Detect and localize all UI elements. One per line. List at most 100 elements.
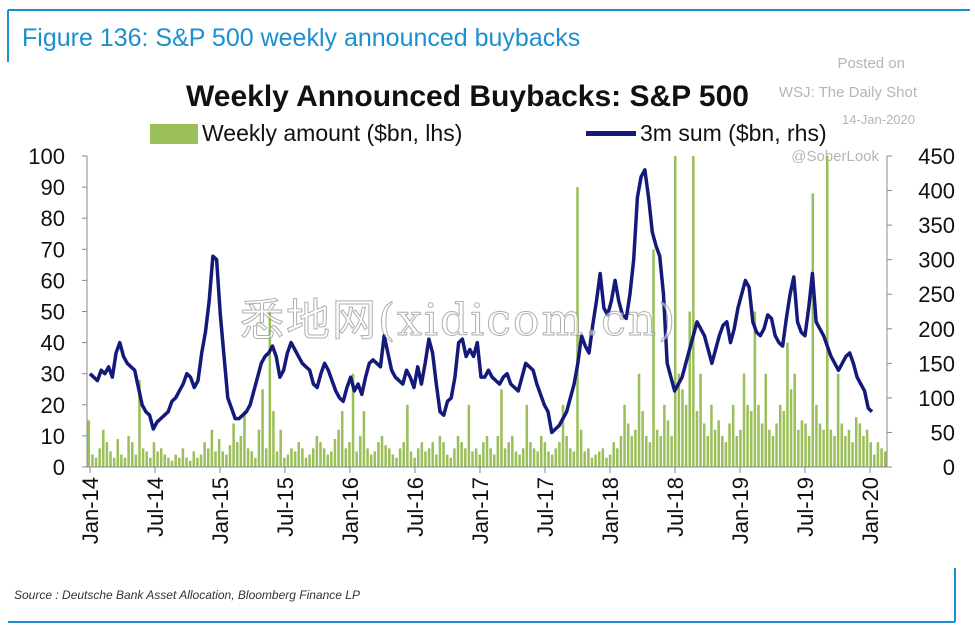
bar-weekly-amount — [547, 451, 550, 467]
bar-weekly-amount — [811, 193, 815, 467]
bar-weekly-amount — [373, 451, 377, 467]
bar-weekly-amount — [474, 448, 478, 467]
x-tick-label: Jan-15 — [208, 477, 233, 544]
left-tick-label: 60 — [41, 268, 65, 293]
left-tick-label: 10 — [41, 424, 65, 449]
bar-weekly-amount — [749, 411, 753, 467]
bar-weekly-amount — [366, 448, 369, 467]
bar-weekly-amount — [174, 454, 177, 467]
left-tick-label: 50 — [41, 300, 65, 325]
bar-weekly-amount — [311, 448, 315, 467]
bar-weekly-amount — [207, 448, 210, 467]
bar-weekly-amount — [648, 442, 652, 467]
legend-3m-sum: 3m sum ($bn, rhs) — [586, 120, 827, 147]
bar-weekly-amount — [641, 411, 644, 467]
bar-weekly-amount — [384, 445, 387, 467]
bar-weekly-amount — [655, 429, 659, 467]
bar-weekly-amount — [315, 435, 319, 467]
bar-weekly-amount — [427, 448, 431, 467]
bar-weekly-amount — [663, 404, 666, 467]
right-tick-label: 200 — [918, 317, 955, 342]
bar-weekly-amount — [239, 435, 243, 467]
bar-weekly-amount — [203, 442, 206, 467]
bar-weekly-amount — [865, 429, 869, 467]
right-tick-label: 450 — [918, 144, 955, 169]
bar-weekly-amount — [438, 435, 442, 467]
bar-weekly-amount — [395, 457, 398, 467]
x-tick-label: Jul-16 — [403, 477, 428, 537]
watermark-line4: @SoberLook — [791, 148, 879, 165]
line-3m-sum — [88, 168, 874, 435]
bar-weekly-amount — [753, 311, 757, 467]
bar-weekly-amount — [159, 448, 163, 467]
x-tick-label: Jan-14 — [78, 477, 103, 544]
bar-weekly-amount — [623, 404, 626, 467]
bar-weekly-amount — [673, 156, 677, 467]
bar-weekly-amount — [764, 373, 767, 467]
bar-weekly-amount — [554, 448, 558, 467]
bar-weekly-amount — [869, 442, 872, 467]
bar-weekly-amount — [337, 429, 340, 467]
bar-weekly-amount — [507, 442, 510, 467]
bar-weekly-amount — [514, 451, 518, 467]
bar-weekly-amount — [264, 448, 268, 467]
bar-weekly-amount — [608, 454, 612, 467]
figure-title: Figure 136: S&P 500 weekly announced buy… — [22, 24, 581, 52]
bar-weekly-amount — [167, 457, 170, 467]
bar-weekly-amount — [391, 454, 395, 467]
bar-weekly-amount — [670, 435, 673, 467]
watermark-line3: 14-Jan-2020 — [842, 112, 915, 127]
left-tick-label: 100 — [28, 144, 65, 169]
bar-weekly-amount — [471, 451, 474, 467]
bar-weekly-amount — [485, 435, 489, 467]
bar-weekly-amount — [138, 379, 141, 467]
left-tick-label: 40 — [41, 331, 65, 356]
bar-weekly-amount — [297, 442, 301, 467]
bar-weekly-amount — [576, 187, 579, 467]
bar-weekly-amount — [319, 442, 322, 467]
bar-weekly-amount — [666, 420, 670, 467]
bar-weekly-amount — [268, 311, 272, 467]
bar-weekly-amount — [377, 442, 380, 467]
watermark-line2: WSJ: The Daily Shot — [778, 84, 917, 101]
bar-weekly-amount — [489, 448, 492, 467]
bar-weekly-amount — [518, 454, 521, 467]
bar-weekly-amount — [127, 435, 130, 467]
x-tick-label: Jul-18 — [663, 477, 688, 537]
bar-weekly-amount — [232, 423, 235, 467]
bar-weekly-amount — [120, 454, 123, 467]
bar-weekly-amount — [228, 445, 232, 467]
bar-weekly-amount — [134, 454, 138, 467]
bar-weekly-amount — [351, 373, 355, 467]
bar-weekly-amount — [634, 429, 637, 467]
bar-weekly-amount — [862, 435, 865, 467]
left-tick-label: 0 — [53, 455, 65, 480]
bar-weekly-amount — [677, 373, 681, 467]
bar-weekly-amount — [511, 435, 514, 467]
bar-weekly-amount — [540, 435, 543, 467]
x-tick-label: Jan-17 — [468, 477, 493, 544]
bar-weekly-amount — [196, 457, 199, 467]
bar-weekly-amount — [616, 448, 619, 467]
bar-weekly-amount — [815, 404, 818, 467]
bar-weekly-amount — [532, 448, 536, 467]
bar-weekly-amount — [630, 435, 634, 467]
bar-weekly-amount — [854, 417, 858, 467]
bar-weekly-amount — [695, 411, 699, 467]
bar-weekly-amount — [102, 429, 105, 467]
bar-weekly-amount — [652, 249, 655, 467]
bar-weekly-amount — [702, 423, 706, 467]
bar-weekly-amount — [717, 420, 720, 467]
bar-weekly-amount — [98, 448, 101, 467]
bar-weekly-amount — [116, 439, 120, 467]
bar-weekly-amount — [536, 451, 539, 467]
bar-weekly-amount — [420, 442, 424, 467]
bar-weekly-amount — [793, 373, 796, 467]
bar-weekly-amount — [768, 429, 771, 467]
bar-weekly-amount — [261, 389, 264, 467]
bar-weekly-amount — [579, 429, 583, 467]
bar-weekly-amount — [456, 435, 460, 467]
bar-weekly-amount — [699, 373, 702, 467]
bar-weekly-amount — [225, 454, 228, 467]
